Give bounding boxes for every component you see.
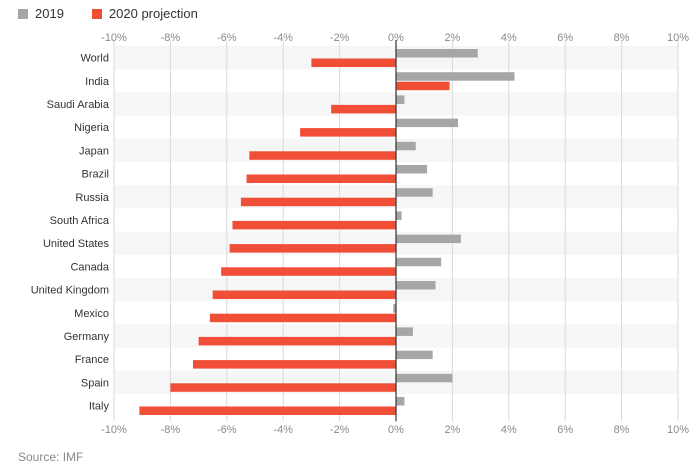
bar-2020-projection (212, 290, 396, 299)
bar-2020-projection (170, 383, 396, 392)
bar-2020-projection (240, 197, 396, 207)
legend-item-2019: 2019 (18, 6, 64, 21)
x-tick-label-bottom: 0% (388, 424, 404, 436)
legend-swatch-2020-projection (91, 8, 102, 19)
category-label: Germany (64, 331, 110, 343)
bar-2020-projection (209, 313, 396, 323)
x-tick-label-bottom: -4% (273, 424, 293, 436)
x-tick-label-bottom: 8% (614, 424, 630, 436)
x-tick-label-top: 6% (557, 32, 573, 44)
legend-label-2019: 2019 (35, 6, 64, 21)
category-label: Nigeria (74, 122, 110, 134)
source-note: Source: IMF (18, 450, 84, 464)
x-tick-label-bottom: 4% (501, 424, 517, 436)
bar-2019 (396, 257, 442, 267)
x-tick-label-top: 8% (614, 32, 630, 44)
bar-2020-projection (249, 151, 396, 160)
bar-2019 (393, 304, 396, 313)
bar-2019 (396, 141, 416, 151)
x-tick-label-bottom: 6% (557, 424, 573, 436)
category-label: Mexico (74, 308, 109, 320)
category-label: United Kingdom (31, 285, 109, 297)
category-label: Brazil (81, 169, 109, 181)
bar-2019 (396, 165, 428, 174)
bar-2020-projection (229, 244, 396, 253)
bar-2020-projection (300, 128, 396, 137)
category-label: Japan (79, 145, 109, 157)
bar-2020-projection (139, 406, 396, 415)
category-label: France (75, 354, 109, 366)
x-tick-label-top: 2% (444, 32, 460, 44)
x-tick-label-top: 4% (501, 32, 517, 44)
legend-swatch-2019 (18, 8, 28, 19)
bar-2020-projection (198, 336, 396, 346)
bar-2019 (396, 211, 402, 220)
bar-2020-projection (221, 267, 396, 276)
x-tick-label-top: -8% (161, 32, 181, 44)
bar-2019 (396, 49, 478, 58)
bar-2019 (396, 350, 433, 360)
category-label: Italy (89, 401, 110, 413)
category-label: Russia (75, 192, 110, 204)
bar-2019 (396, 373, 453, 383)
bar-2020-projection (232, 220, 396, 230)
category-label: United States (43, 238, 110, 250)
x-tick-label-top: -4% (273, 32, 293, 44)
legend-label-2020-projection: 2020 projection (108, 6, 198, 21)
legend-item-2020-projection: 2020 projection (91, 6, 198, 21)
legend: 2019 2020 projection (18, 6, 226, 21)
bar-2019 (396, 72, 515, 81)
bar-2020-projection (246, 174, 396, 183)
bar-2019 (396, 188, 433, 197)
bar-2020-projection (331, 104, 396, 114)
x-tick-label-bottom: -10% (101, 424, 127, 436)
category-label: India (85, 76, 110, 88)
x-tick-label-bottom: -8% (161, 424, 181, 436)
x-tick-label-bottom: -6% (217, 424, 237, 436)
x-tick-label-top: -6% (217, 32, 237, 44)
bar-2019 (396, 327, 413, 336)
bar-2019 (396, 397, 405, 406)
category-label: Canada (70, 261, 109, 273)
category-label: South Africa (50, 215, 110, 227)
x-tick-label-top: -10% (101, 32, 127, 44)
bar-2019 (396, 234, 461, 244)
bar-2019 (396, 281, 436, 290)
category-label: Spain (81, 377, 109, 389)
bar-2020-projection (192, 360, 396, 369)
x-tick-label-top: -2% (330, 32, 350, 44)
bar-2019 (396, 118, 459, 128)
category-label: World (80, 53, 109, 65)
x-tick-label-bottom: 2% (444, 424, 460, 436)
x-tick-label-top: 0% (388, 32, 404, 44)
bar-2020-projection (311, 58, 396, 67)
x-tick-label-bottom: 10% (667, 424, 689, 436)
x-tick-label-bottom: -2% (330, 424, 350, 436)
bar-2020-projection (396, 81, 450, 91)
bar-2019 (396, 95, 405, 104)
x-tick-label-top: 10% (667, 32, 689, 44)
category-label: Saudi Arabia (47, 99, 110, 111)
